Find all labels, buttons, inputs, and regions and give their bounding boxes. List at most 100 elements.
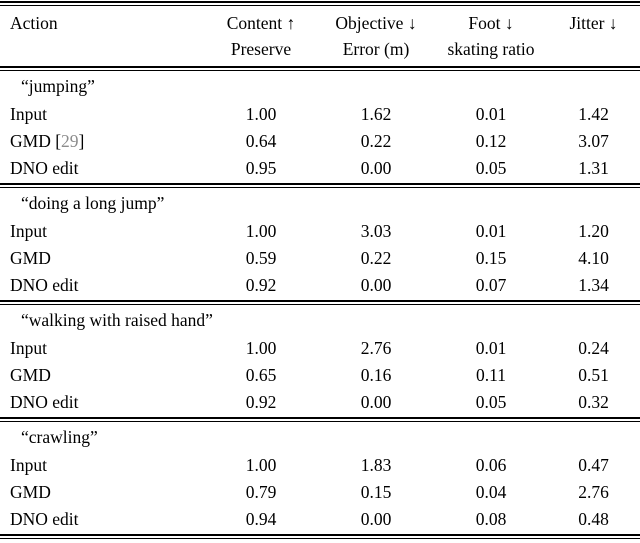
value-cell: 0.08 [475, 509, 507, 529]
value-cell: 0.65 [245, 365, 277, 385]
group-label: “jumping” [21, 76, 95, 96]
value-cell: 1.00 [245, 104, 277, 124]
method-cell: DNO edit [0, 389, 205, 416]
group-label-row: “doing a long jump” [0, 189, 640, 218]
group-label: “walking with raised hand” [21, 310, 213, 330]
rule-below-header [0, 65, 640, 72]
value-cell: 1.83 [360, 455, 392, 475]
method-cell: Input [0, 335, 205, 362]
value-cell: 0.22 [360, 131, 392, 151]
group-label: “doing a long jump” [21, 193, 165, 213]
value-cell: 0.01 [475, 221, 507, 241]
value-cell: 1.34 [578, 275, 609, 295]
header-col-jitter: Jitter ↓ [547, 7, 640, 65]
value-cell: 1.00 [245, 221, 277, 241]
value-cell: 2.76 [360, 338, 392, 358]
value-cell: 0.48 [578, 509, 609, 529]
value-cell: 0.15 [475, 248, 507, 268]
rule-top [0, 0, 640, 7]
method-label: Input [10, 221, 47, 241]
rule-divider [0, 300, 640, 305]
value-cell: 0.07 [475, 275, 507, 295]
method-label: GMD [10, 248, 51, 268]
method-cell: Input [0, 452, 205, 479]
table-row: Input 1.00 1.62 0.01 1.42 [0, 101, 640, 128]
method-cell: Input [0, 101, 205, 128]
group-label: “crawling” [21, 427, 98, 447]
value-cell: 0.47 [578, 455, 609, 475]
table-header-row: Action Content ↑ Preserve Objective ↓ Er… [0, 7, 640, 65]
value-cell: 0.32 [578, 392, 609, 412]
value-cell: 3.03 [360, 221, 392, 241]
rule-group-2 [0, 299, 640, 306]
value-cell: 1.62 [360, 104, 392, 124]
citation: [29] [50, 131, 85, 151]
group-label-row: “walking with raised hand” [0, 306, 640, 335]
value-cell: 1.00 [245, 338, 277, 358]
table-row: GMD [29] 0.64 0.22 0.12 3.07 [0, 128, 640, 155]
value-cell: 0.12 [475, 131, 507, 151]
header-col-jitter-line1: Jitter ↓ [569, 13, 618, 33]
table-row: Input 1.00 3.03 0.01 1.20 [0, 218, 640, 245]
table-row: GMD 0.79 0.15 0.04 2.76 [0, 479, 640, 506]
value-cell: 0.94 [245, 509, 277, 529]
rule-divider [0, 417, 640, 422]
value-cell: 0.00 [360, 275, 392, 295]
value-cell: 0.59 [245, 248, 277, 268]
rule-divider [0, 534, 640, 539]
value-cell: 0.79 [245, 482, 277, 502]
value-cell: 0.06 [475, 455, 507, 475]
method-label: GMD [10, 365, 51, 385]
header-col-content-line1: Content ↑ [226, 13, 296, 33]
method-cell: DNO edit [0, 272, 205, 299]
method-label: DNO edit [10, 275, 79, 295]
table-row: Input 1.00 2.76 0.01 0.24 [0, 335, 640, 362]
method-cell: DNO edit [0, 155, 205, 182]
header-col-content-line2: Preserve [230, 39, 292, 59]
method-label: DNO edit [10, 509, 79, 529]
method-label: Input [10, 455, 47, 475]
header-col-objective-line2: Error (m) [342, 39, 410, 59]
method-label: DNO edit [10, 158, 79, 178]
value-cell: 1.42 [578, 104, 609, 124]
rule-bottom [0, 533, 640, 540]
table-row: DNO edit 0.92 0.00 0.07 1.34 [0, 272, 640, 299]
value-cell: 2.76 [578, 482, 609, 502]
group-label-row: “jumping” [0, 72, 640, 101]
value-cell: 1.20 [578, 221, 609, 241]
value-cell: 0.15 [360, 482, 392, 502]
rule-divider [0, 183, 640, 188]
table-row: GMD 0.65 0.16 0.11 0.51 [0, 362, 640, 389]
value-cell: 0.64 [245, 131, 277, 151]
rule-divider [0, 66, 640, 71]
value-cell: 0.00 [360, 158, 392, 178]
value-cell: 0.11 [476, 365, 506, 385]
table-row: DNO edit 0.95 0.00 0.05 1.31 [0, 155, 640, 182]
citation-number: 29 [61, 131, 79, 151]
table-row: DNO edit 0.92 0.00 0.05 0.32 [0, 389, 640, 416]
table-row: DNO edit 0.94 0.00 0.08 0.48 [0, 506, 640, 533]
table-row: GMD 0.59 0.22 0.15 4.10 [0, 245, 640, 272]
method-cell: DNO edit [0, 506, 205, 533]
method-cell: GMD [0, 362, 205, 389]
header-col-objective: Objective ↓ Error (m) [317, 7, 435, 65]
citation-bracket-open: [ [50, 131, 62, 151]
value-cell: 0.00 [360, 392, 392, 412]
header-action: Action [0, 7, 205, 65]
method-label: DNO edit [10, 392, 79, 412]
citation-bracket-close: ] [78, 131, 85, 151]
method-cell: GMD [29] [0, 128, 205, 155]
value-cell: 3.07 [578, 131, 609, 151]
header-col-foot-line2: skating ratio [447, 39, 535, 59]
value-cell: 0.92 [245, 275, 277, 295]
value-cell: 4.10 [578, 248, 609, 268]
method-label: Input [10, 104, 47, 124]
header-action-label: Action [10, 13, 58, 33]
rule-divider [0, 1, 640, 6]
header-col-foot-line1: Foot ↓ [468, 13, 514, 33]
value-cell: 0.92 [245, 392, 277, 412]
value-cell: 0.01 [475, 338, 507, 358]
method-cell: GMD [0, 245, 205, 272]
value-cell: 0.51 [578, 365, 609, 385]
method-label: Input [10, 338, 47, 358]
